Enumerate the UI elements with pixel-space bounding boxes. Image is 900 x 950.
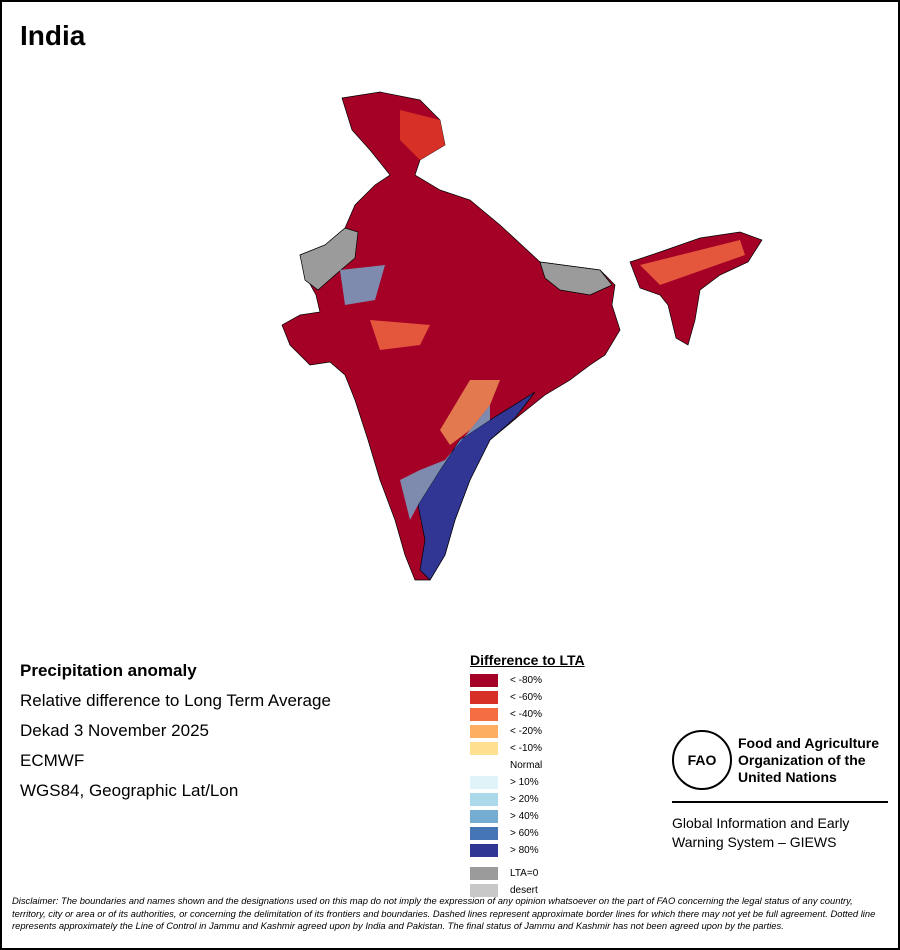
legend-label: > 80%	[510, 845, 539, 856]
legend-label: > 40%	[510, 811, 539, 822]
legend-item: < -80%	[470, 672, 585, 689]
legend-swatch	[470, 884, 498, 897]
legend-item: < -10%	[470, 740, 585, 757]
org-line: United Nations	[738, 769, 837, 785]
org-line: Food and Agriculture	[738, 735, 880, 751]
legend-item: < -40%	[470, 706, 585, 723]
fao-seal-icon: FAO	[672, 730, 732, 790]
legend-swatch	[470, 708, 498, 721]
legend-item: < -20%	[470, 723, 585, 740]
legend-swatch	[470, 810, 498, 823]
legend-label: < -20%	[510, 726, 542, 737]
legend-item: > 60%	[470, 825, 585, 842]
lta-zero-area-east	[539, 261, 613, 296]
giews-name: Global Information and Early Warning Sys…	[672, 814, 849, 852]
legend-item: > 20%	[470, 791, 585, 808]
central-mixed	[370, 320, 430, 350]
legend-item: > 80%	[470, 842, 585, 859]
legend-item: > 40%	[470, 808, 585, 825]
info-heading: Precipitation anomaly	[20, 661, 197, 680]
disclaimer: Disclaimer: The boundaries and names sho…	[12, 895, 876, 931]
legend-swatch	[470, 776, 498, 789]
kashmir-mixed	[400, 110, 445, 160]
legend-label: < -80%	[510, 675, 542, 686]
legend-swatch	[470, 691, 498, 704]
legend-item: > 10%	[470, 774, 585, 791]
legend-item: < -60%	[470, 689, 585, 706]
legend-swatch	[470, 759, 498, 772]
legend-label: < -40%	[510, 709, 542, 720]
lta-zero-area-west	[299, 227, 359, 291]
info-line: ECMWF	[20, 751, 85, 770]
legend-swatch	[470, 742, 498, 755]
legend-label: < -10%	[510, 743, 542, 754]
legend-swatch	[470, 725, 498, 738]
legend-label: desert	[510, 885, 538, 896]
legend-swatch	[470, 867, 498, 880]
org-line: Organization of the	[738, 752, 866, 768]
info-line: Dekad 3 November 2025	[20, 721, 210, 740]
legend-label: > 20%	[510, 794, 539, 805]
legend-label: < -60%	[510, 692, 542, 703]
legend-item: desert	[470, 882, 585, 899]
northeast-mixed	[640, 240, 745, 285]
wet-area-southeast	[417, 391, 536, 581]
legend: Difference to LTA < -80% < -60% < -40% < -2…	[470, 652, 585, 899]
giews-line: Warning System – GIEWS	[672, 834, 837, 850]
legend-title: Difference to LTA	[470, 652, 585, 668]
rajasthan-mixed	[340, 265, 385, 305]
precipitation-anomaly-map	[281, 91, 763, 581]
legend-swatch	[470, 844, 498, 857]
legend-item: Normal	[470, 757, 585, 774]
legend-label: > 10%	[510, 777, 539, 788]
legend-swatch	[470, 793, 498, 806]
legend-swatch	[470, 827, 498, 840]
map-info: Precipitation anomaly Relative differenc…	[20, 656, 331, 806]
legend-swatch	[470, 674, 498, 687]
info-line: Relative difference to Long Term Average	[20, 691, 331, 710]
legend-label: Normal	[510, 760, 543, 771]
info-line: WGS84, Geographic Lat/Lon	[20, 781, 239, 800]
logo-divider	[672, 801, 888, 803]
legend-item: LTA=0	[470, 865, 585, 882]
fao-org-name: Food and Agriculture Organization of the…	[738, 735, 879, 786]
dry-margin	[440, 380, 500, 445]
map-title: India	[20, 20, 86, 51]
giews-line: Global Information and Early	[672, 815, 850, 831]
legend-label: LTA=0	[510, 868, 539, 879]
transition-band	[400, 405, 490, 520]
legend-label: > 60%	[510, 828, 539, 839]
